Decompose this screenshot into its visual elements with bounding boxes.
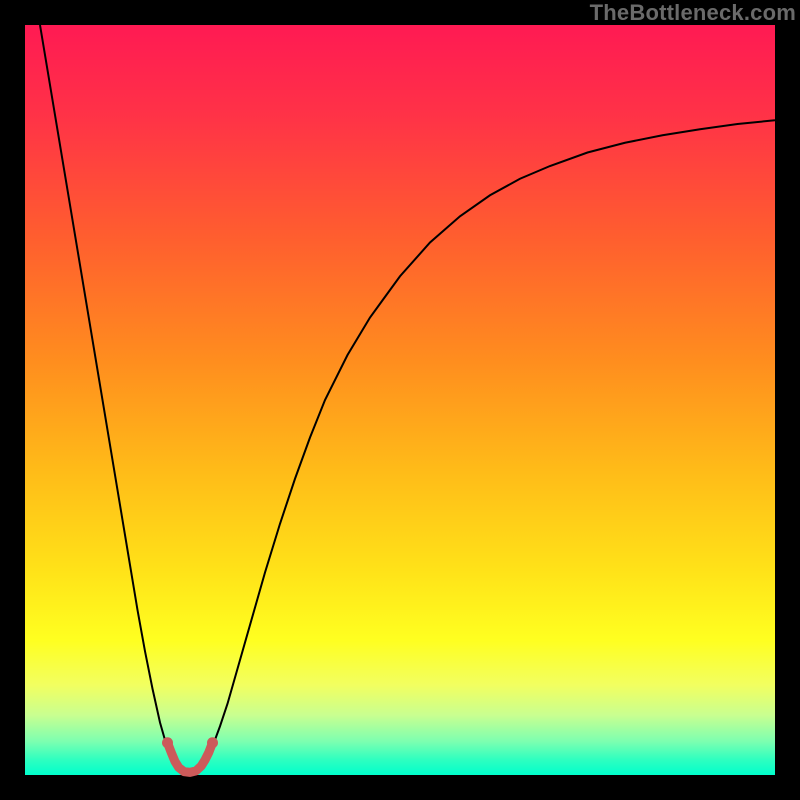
bottleneck-chart: [0, 0, 800, 800]
watermark-text: TheBottleneck.com: [590, 0, 796, 26]
plot-background: [25, 25, 775, 775]
marker-endcap: [162, 737, 173, 748]
marker-endcap: [207, 737, 218, 748]
